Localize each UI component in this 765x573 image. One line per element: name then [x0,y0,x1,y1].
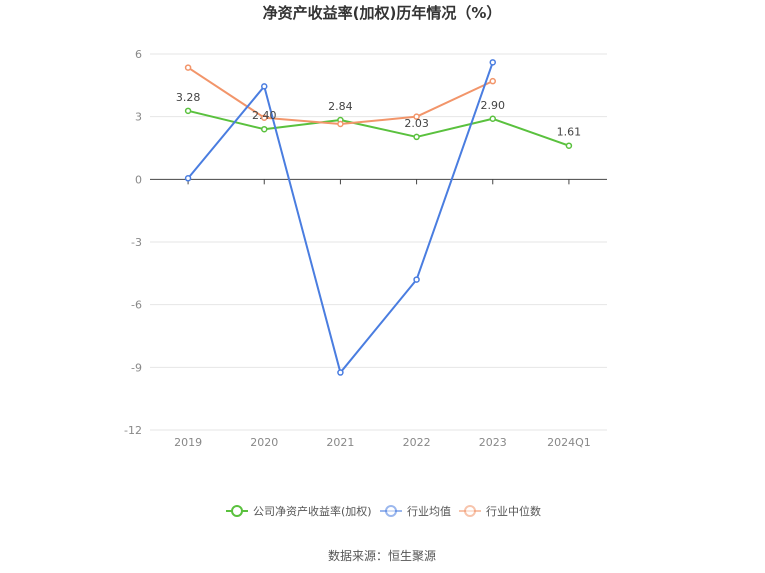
y-tick-label: 0 [135,173,142,186]
y-tick-label: -3 [131,236,142,249]
series-line [187,109,570,147]
y-tick-label: -9 [131,361,142,374]
legend-label: 行业均值 [407,505,451,518]
x-axis: 2019 2020 2021 2022 2023 2024Q1 [174,179,591,449]
y-tick-label: 6 [135,48,142,61]
x-tick-label: 2019 [174,436,202,449]
data-point [489,77,496,85]
data-point [184,64,192,71]
series-line [187,66,494,125]
data-point [184,107,192,115]
y-tick-label: -12 [124,424,142,437]
chart-title: 净资产收益率(加权)历年情况（%） [263,4,502,22]
legend-label: 公司净资产收益率(加权) [253,504,372,518]
legend-item[interactable]: 行业均值 [380,505,451,518]
data-point [261,125,268,133]
data-labels: 3.28 2.40 2.84 2.03 2.90 1.61 [176,91,581,139]
y-tick-label: -6 [131,299,142,312]
series-1 [184,59,496,376]
data-point [489,59,496,66]
x-tick-label: 2020 [250,436,278,449]
data-point [413,276,420,283]
series-lines [184,59,573,376]
data-point [337,120,344,128]
x-tick-label: 2024Q1 [547,436,591,449]
series-2 [184,64,496,128]
data-label: 2.90 [481,99,506,112]
source-note: 数据来源：恒生聚源 [328,548,436,563]
y-tick-label: 3 [135,111,142,124]
data-point [413,133,420,141]
series-0 [184,107,573,149]
legend-marker [231,505,243,517]
legend-marker [464,505,476,517]
legend-item[interactable]: 公司净资产收益率(加权) [226,504,372,518]
y-axis: 6 3 0 -3 -6 -9 -12 [124,48,142,437]
data-point [413,113,420,120]
data-point [565,142,573,149]
data-label: 2.03 [404,117,429,130]
data-label: 1.61 [557,126,582,139]
legend-item[interactable]: 行业中位数 [459,504,541,518]
data-point [261,83,268,90]
legend-marker [385,505,397,517]
data-label: 3.28 [176,91,201,104]
data-point [337,369,344,376]
grid-lines [150,53,607,431]
data-point [261,114,268,121]
x-tick-label: 2023 [479,436,507,449]
legend: 公司净资产收益率(加权) 行业均值 行业中位数 [226,504,541,518]
data-label: 2.40 [252,109,277,122]
legend-label: 行业中位数 [486,504,541,518]
data-point [489,115,496,123]
x-tick-label: 2022 [403,436,431,449]
data-point [184,175,192,182]
x-tick-label: 2021 [326,436,354,449]
data-label: 2.84 [328,100,353,113]
